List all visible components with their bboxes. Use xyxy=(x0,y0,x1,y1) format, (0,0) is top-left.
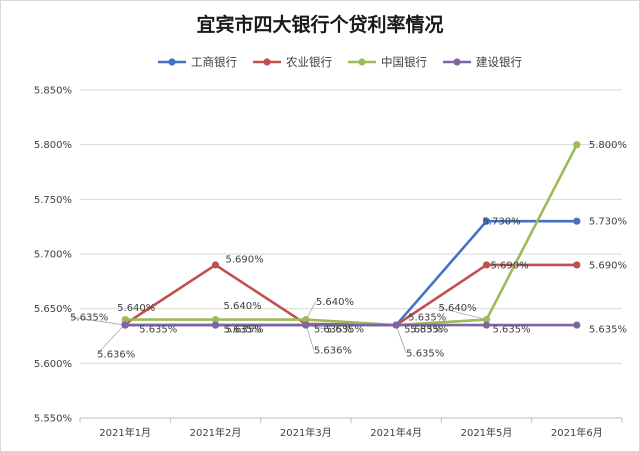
y-tick-label: 5.800% xyxy=(34,140,72,151)
legend-label: 建设银行 xyxy=(476,55,522,69)
data-label: 5.635% xyxy=(410,325,448,336)
legend-marker xyxy=(358,58,366,66)
data-label: 5.690% xyxy=(226,254,264,265)
x-tick-label: 2021年2月 xyxy=(190,426,242,439)
x-tick-label: 2021年4月 xyxy=(370,426,422,439)
data-label: 5.640% xyxy=(224,301,262,312)
data-label: 5.635% xyxy=(226,325,264,336)
data-point xyxy=(211,316,220,324)
legend-marker xyxy=(168,58,176,66)
data-label: 5.640% xyxy=(439,303,477,314)
y-tick-label: 5.750% xyxy=(34,195,72,206)
legend-label: 中国银行 xyxy=(381,55,427,69)
data-point xyxy=(573,321,581,329)
x-tick-label: 2021年6月 xyxy=(551,426,603,439)
data-label: 5.730% xyxy=(589,217,627,228)
label-leader-line xyxy=(438,307,487,320)
data-point xyxy=(392,321,400,329)
data-point xyxy=(482,261,491,269)
series-line-3 xyxy=(125,144,578,327)
data-label: 5.635% xyxy=(314,325,352,336)
x-tick-label: 2021年1月 xyxy=(99,426,151,439)
data-point xyxy=(573,141,581,149)
data-label: 5.640% xyxy=(117,303,155,314)
data-label: 5.635% xyxy=(224,325,262,336)
data-point xyxy=(302,316,310,324)
y-tick-label: 5.600% xyxy=(34,359,72,370)
data-label: 5.730% xyxy=(483,217,521,228)
y-tick-label: 5.850% xyxy=(34,86,72,97)
chart-title: 宜宾市四大银行个贷利率情况 xyxy=(196,13,443,36)
data-label: 5.635% xyxy=(326,325,364,336)
data-point xyxy=(211,261,220,269)
legend-marker xyxy=(453,58,461,66)
legend-marker xyxy=(263,58,271,66)
data-label: 5.635% xyxy=(70,313,108,324)
y-tick-label: 5.650% xyxy=(34,304,72,315)
data-label: 5.636% xyxy=(314,345,352,356)
label-leader-line xyxy=(395,324,407,354)
data-point xyxy=(482,321,491,329)
data-label: 5.640% xyxy=(316,297,354,308)
data-point xyxy=(573,261,581,269)
data-point xyxy=(482,316,491,324)
data-label: 5.690% xyxy=(589,260,627,271)
data-label: 5.635% xyxy=(589,325,627,336)
data-label: 5.635% xyxy=(408,313,446,324)
legend-label: 工商银行 xyxy=(191,55,237,69)
data-point xyxy=(121,321,129,329)
data-label: 5.800% xyxy=(589,140,627,151)
data-point xyxy=(211,321,220,329)
y-tick-label: 5.700% xyxy=(34,250,72,261)
data-point xyxy=(573,217,581,225)
data-label: 5.636% xyxy=(97,349,135,360)
x-tick-label: 2021年3月 xyxy=(280,426,332,439)
data-point xyxy=(121,316,129,324)
data-label: 5.635% xyxy=(493,325,531,336)
legend-label: 农业银行 xyxy=(286,55,332,69)
data-label: 5.635% xyxy=(406,349,444,360)
data-label: 5.635% xyxy=(404,325,442,336)
y-tick-label: 5.550% xyxy=(34,414,72,425)
x-tick-label: 2021年5月 xyxy=(461,426,513,439)
data-point xyxy=(302,321,310,329)
data-label: 5.690% xyxy=(491,260,529,271)
label-leader-line xyxy=(96,323,126,355)
label-leader-line xyxy=(70,316,126,326)
data-point xyxy=(482,217,491,225)
data-label: 5.635% xyxy=(139,325,177,336)
